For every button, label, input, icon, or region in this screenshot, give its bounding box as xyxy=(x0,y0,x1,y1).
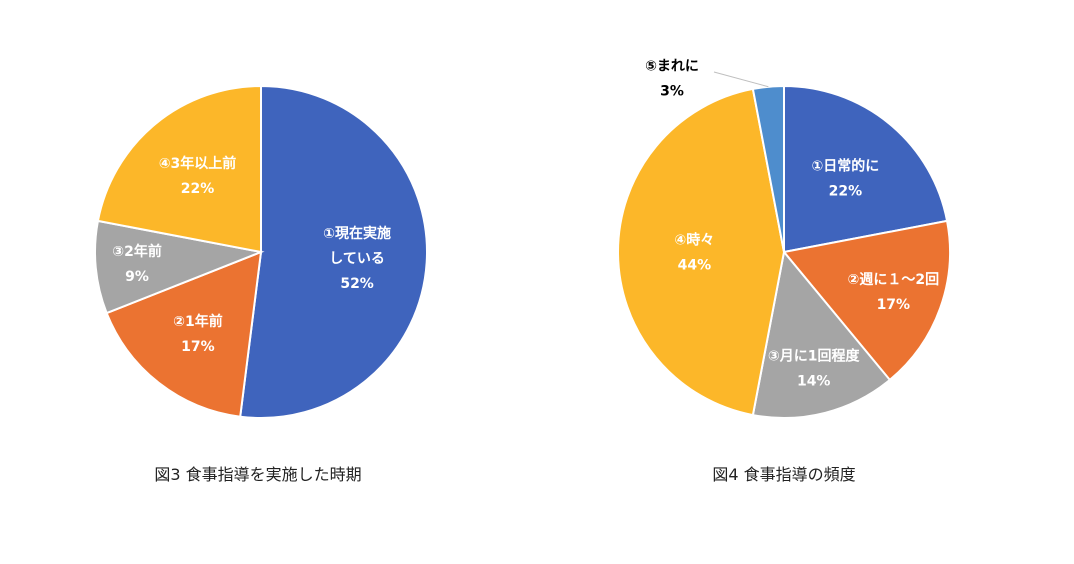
slice-label-1-1: ②週に１～2回 17% xyxy=(848,272,940,313)
chart-title-frequency: 図4 食事指導の頻度 xyxy=(712,465,855,484)
slice-label-line-1-1-0: ②週に１～2回 xyxy=(848,272,940,288)
pie-slice-0-2 xyxy=(94,219,265,315)
pie-slice-0-0 xyxy=(239,84,428,419)
slice-label-line-0-0-2: 52% xyxy=(340,276,374,292)
pie-slice-1-0 xyxy=(783,84,949,254)
pie-slice-1-2 xyxy=(751,249,892,419)
slice-label-line-1-2-0: ③月に1回程度 xyxy=(768,347,861,364)
slice-label-1-0: ①日常的に 22% xyxy=(811,157,879,199)
pie-slice-0-1 xyxy=(105,250,263,418)
slice-label-0-2: ③2年前 9% xyxy=(112,243,162,285)
pie-slice-1-4 xyxy=(751,84,785,253)
slice-label-line-1-1-1: 17% xyxy=(877,297,911,313)
slice-label-0-3: ④3年以上前 22% xyxy=(159,155,237,197)
slice-label-1-4: ⑤まれに 3% xyxy=(645,59,699,100)
pie-slice-1-1 xyxy=(782,219,951,382)
slice-label-line-1-0-1: 22% xyxy=(829,183,863,199)
slice-label-line-1-4-0: ⑤まれに xyxy=(645,59,699,75)
slice-label-line-1-3-1: 44% xyxy=(678,258,712,274)
slice-label-line-0-1-1: 17% xyxy=(181,339,215,355)
slice-label-line-0-1-0: ②1年前 xyxy=(173,313,223,330)
slice-label-line-0-3-1: 22% xyxy=(181,181,215,197)
slice-label-1-2: ③月に1回程度 14% xyxy=(768,347,861,389)
pie-slice-0-3 xyxy=(96,84,262,254)
slice-label-0-0: ①現在実施している 52% xyxy=(323,225,391,292)
slice-label-line-1-3-0: ④時々 xyxy=(674,232,714,249)
slice-label-line-0-2-1: 9% xyxy=(125,269,149,285)
slice-label-line-0-3-0: ④3年以上前 xyxy=(159,155,237,172)
slice-label-line-1-0-0: ①日常的に xyxy=(811,157,879,174)
slice-label-line-1-4-1: 3% xyxy=(660,84,684,100)
chart-title-timing: 図3 食事指導を実施した時期 xyxy=(154,465,361,484)
pie-slice-1-3 xyxy=(617,87,786,417)
slice-label-line-0-2-0: ③2年前 xyxy=(112,243,162,260)
slice-label-line-1-2-1: 14% xyxy=(797,373,831,389)
slice-label-0-1: ②1年前 17% xyxy=(173,313,223,355)
pie-chart-frequency: ①日常的に 22% ②週に１～2回 17% ③月に1回程度 14% ④時々 44% ⑤まれに 3% xyxy=(617,59,951,419)
slice-label-line-0-0-1: している xyxy=(329,251,385,267)
slice-label-line-0-0-0: ①現在実施 xyxy=(323,225,391,242)
slice-label-1-3: ④時々 44% xyxy=(674,232,714,274)
pie-chart-timing: ①現在実施している 52% ②1年前 17% ③2年前 9% ④3年以上前 22% xyxy=(94,84,428,419)
leader-line-1-4 xyxy=(713,71,769,88)
